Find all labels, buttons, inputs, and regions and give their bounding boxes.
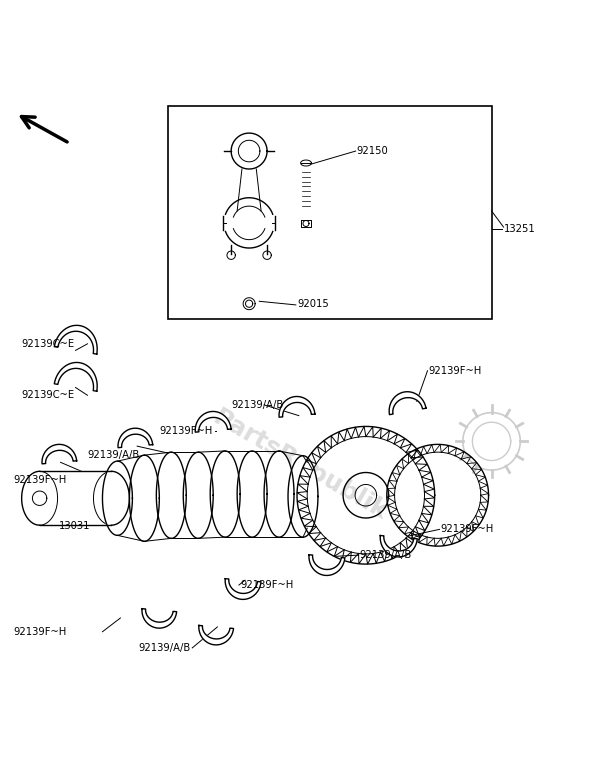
- Text: 92150: 92150: [357, 146, 389, 156]
- Polygon shape: [199, 625, 233, 645]
- Text: 92139/A/B: 92139/A/B: [231, 400, 283, 410]
- Polygon shape: [142, 608, 176, 628]
- Text: 92139F~H: 92139F~H: [240, 580, 293, 590]
- Text: PartsRepublik: PartsRepublik: [208, 405, 392, 525]
- Polygon shape: [42, 444, 77, 464]
- Polygon shape: [237, 451, 267, 537]
- Text: 92139/A/B: 92139/A/B: [88, 450, 140, 460]
- Text: 13031: 13031: [59, 522, 91, 532]
- Polygon shape: [130, 455, 160, 542]
- Polygon shape: [389, 391, 426, 415]
- Text: 92139F~H: 92139F~H: [14, 627, 67, 637]
- Text: 92139/A/B: 92139/A/B: [360, 550, 412, 560]
- Polygon shape: [380, 536, 417, 557]
- Text: 92139/A/B: 92139/A/B: [139, 643, 191, 653]
- Polygon shape: [279, 397, 315, 417]
- Polygon shape: [309, 555, 345, 576]
- Polygon shape: [183, 452, 213, 539]
- Polygon shape: [210, 451, 240, 537]
- Polygon shape: [264, 451, 294, 537]
- Text: 92139F~H: 92139F~H: [160, 425, 212, 436]
- Polygon shape: [40, 471, 112, 525]
- Polygon shape: [54, 326, 97, 354]
- Polygon shape: [54, 363, 97, 391]
- Polygon shape: [157, 452, 186, 539]
- Polygon shape: [195, 412, 231, 432]
- Polygon shape: [118, 429, 152, 448]
- Text: 92139C~E: 92139C~E: [22, 339, 75, 349]
- Polygon shape: [288, 456, 318, 537]
- Text: 92015: 92015: [297, 298, 329, 308]
- Text: 92139C~E: 92139C~E: [22, 391, 75, 400]
- Polygon shape: [103, 461, 133, 536]
- Text: 92139F~H: 92139F~H: [440, 525, 494, 535]
- Text: 13251: 13251: [503, 224, 535, 234]
- Text: 92139F~H: 92139F~H: [429, 366, 482, 376]
- Polygon shape: [225, 579, 261, 599]
- Bar: [169, 106, 491, 319]
- Text: 92139F~H: 92139F~H: [14, 475, 67, 485]
